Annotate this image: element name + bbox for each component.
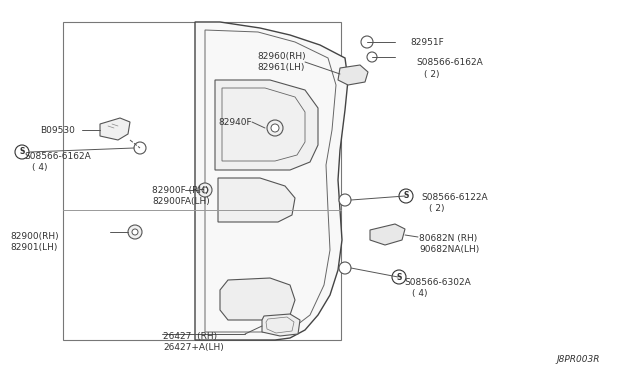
Text: 90682NA(LH): 90682NA(LH) <box>419 245 479 254</box>
Text: 82900FA(LH): 82900FA(LH) <box>152 197 210 206</box>
Text: 82900F (RH): 82900F (RH) <box>152 186 209 195</box>
Text: S08566-6302A: S08566-6302A <box>404 278 471 287</box>
Text: 82940F: 82940F <box>218 118 252 127</box>
Polygon shape <box>338 65 368 85</box>
Text: B09530: B09530 <box>40 126 75 135</box>
Circle shape <box>132 229 138 235</box>
Text: 82951F: 82951F <box>410 38 444 47</box>
Text: 82960(RH): 82960(RH) <box>257 52 306 61</box>
Text: 26427  (RH): 26427 (RH) <box>163 332 217 341</box>
Text: S: S <box>403 192 409 201</box>
Text: ( 2): ( 2) <box>429 204 445 213</box>
Circle shape <box>267 120 283 136</box>
Polygon shape <box>215 80 318 170</box>
Circle shape <box>339 194 351 206</box>
Circle shape <box>339 262 351 274</box>
Circle shape <box>128 225 142 239</box>
Circle shape <box>202 187 208 193</box>
Circle shape <box>271 124 279 132</box>
Polygon shape <box>100 118 130 140</box>
Text: ( 4): ( 4) <box>32 163 47 172</box>
Text: S: S <box>19 148 25 157</box>
Polygon shape <box>220 278 295 320</box>
Text: J8PR003R: J8PR003R <box>556 355 600 364</box>
Polygon shape <box>370 224 405 245</box>
Circle shape <box>198 183 212 197</box>
Polygon shape <box>218 178 295 222</box>
Circle shape <box>392 270 406 284</box>
Text: ( 2): ( 2) <box>424 70 440 79</box>
Polygon shape <box>195 22 348 340</box>
Polygon shape <box>262 314 300 336</box>
Bar <box>63 22 341 340</box>
Text: S: S <box>396 273 402 282</box>
Text: S08566-6162A: S08566-6162A <box>416 58 483 67</box>
Circle shape <box>399 189 413 203</box>
Circle shape <box>15 145 29 159</box>
Text: S08566-6122A: S08566-6122A <box>421 193 488 202</box>
Text: 82900(RH): 82900(RH) <box>10 232 59 241</box>
Text: ( 4): ( 4) <box>412 289 428 298</box>
Text: 26427+A(LH): 26427+A(LH) <box>163 343 224 352</box>
Circle shape <box>134 142 146 154</box>
Text: 82961(LH): 82961(LH) <box>257 63 305 72</box>
Circle shape <box>361 36 373 48</box>
Text: 80682N (RH): 80682N (RH) <box>419 234 477 243</box>
Text: 82901(LH): 82901(LH) <box>10 243 58 252</box>
Text: S08566-6162A: S08566-6162A <box>24 152 91 161</box>
Circle shape <box>367 52 377 62</box>
